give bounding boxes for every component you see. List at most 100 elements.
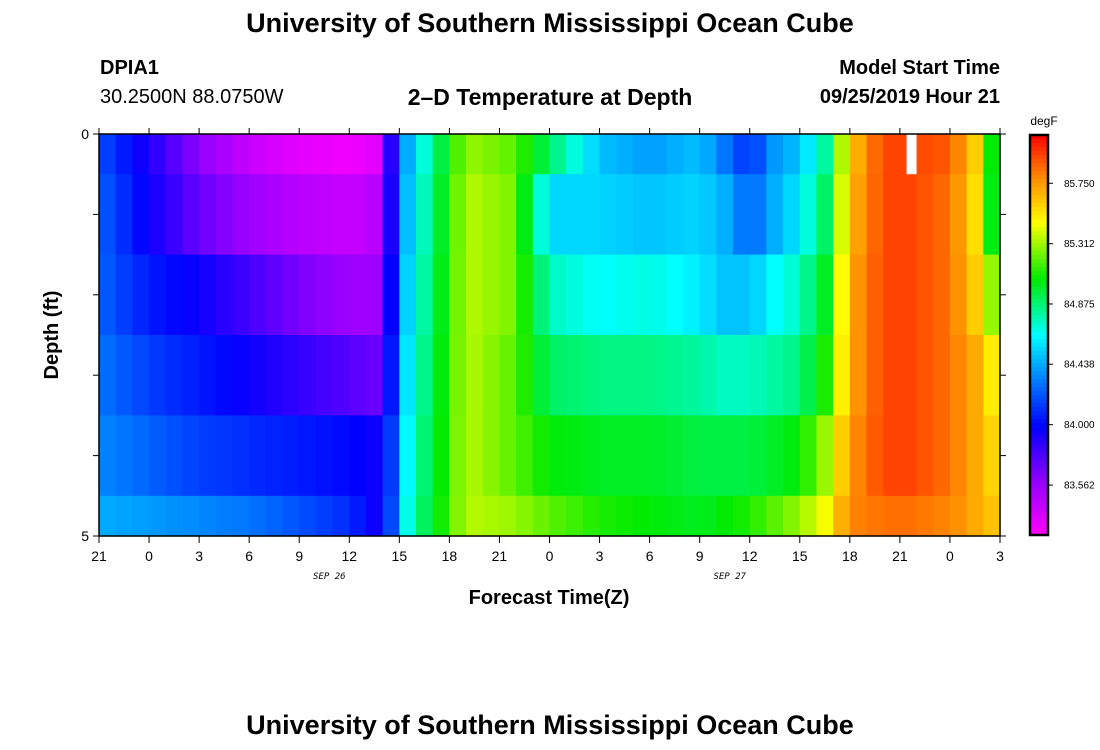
heatmap-cell	[899, 415, 918, 497]
heatmap-cell	[299, 134, 317, 175]
heatmap-cell	[232, 254, 250, 336]
heatmap-cell	[466, 495, 484, 537]
heatmap-cell	[599, 335, 617, 416]
colorbar-label: 85.312	[1064, 239, 1095, 250]
heatmap-cell	[449, 335, 467, 416]
heatmap-cell	[582, 254, 601, 336]
heatmap-cell	[916, 335, 934, 416]
heatmap-cell	[883, 174, 901, 256]
heatmap-cell	[699, 134, 717, 175]
heatmap-cell	[215, 254, 234, 336]
heatmap-cell	[783, 134, 801, 175]
heatmap-cell	[215, 174, 234, 256]
heatmap-cell	[532, 415, 551, 497]
heatmap-cell	[382, 495, 400, 537]
heatmap-cell	[99, 495, 117, 537]
heatmap-cell	[466, 254, 484, 336]
heatmap-cell	[949, 335, 968, 416]
heatmap-cell	[699, 495, 717, 537]
heatmap-cell	[666, 134, 684, 175]
colorbar-segment	[1030, 199, 1048, 204]
heatmap-cell	[849, 174, 868, 256]
heatmap-cell	[549, 415, 567, 497]
colorbar-segment	[1030, 391, 1048, 396]
heatmap-cell	[716, 495, 734, 537]
heatmap-cell	[582, 495, 601, 537]
heatmap-cell	[649, 335, 667, 416]
heatmap-cell	[649, 415, 667, 497]
heatmap-cell	[332, 415, 350, 497]
colorbar-segment	[1030, 387, 1048, 392]
colorbar-segment	[1030, 367, 1048, 372]
heatmap-cell	[549, 134, 567, 175]
heatmap-cell	[149, 254, 167, 336]
heatmap-cell	[766, 495, 784, 537]
heatmap-cell	[416, 174, 434, 256]
heatmap-cell	[249, 495, 267, 537]
station-coords: 30.2500N 88.0750W	[100, 86, 284, 108]
heatmap-cell	[215, 134, 234, 175]
heatmap-cell	[899, 254, 918, 336]
colorbar-segment	[1030, 415, 1048, 420]
heatmap-cell	[416, 134, 434, 175]
heatmap-cell	[566, 134, 584, 175]
heatmap-cell	[666, 495, 684, 537]
colorbar-segment	[1030, 235, 1048, 240]
heatmap-cell	[149, 335, 167, 416]
heatmap-cell	[716, 335, 734, 416]
colorbar-segment	[1030, 463, 1048, 468]
colorbar-segment	[1030, 243, 1048, 248]
heatmap-cell	[99, 254, 117, 336]
heatmap-cell	[199, 335, 217, 416]
colorbar-segment	[1030, 375, 1048, 380]
heatmap-cell	[449, 415, 467, 497]
heatmap-cell	[232, 335, 250, 416]
colorbar-segment	[1030, 211, 1048, 216]
colorbar-segment	[1030, 267, 1048, 272]
heatmap-cell	[833, 415, 851, 497]
heatmap-cell	[582, 415, 601, 497]
colorbar-segment	[1030, 383, 1048, 388]
colorbar-segment	[1030, 135, 1048, 140]
heatmap-cell	[749, 134, 768, 175]
heatmap-cell	[215, 335, 234, 416]
model-start-label: Model Start Time	[839, 57, 1000, 79]
heatmap-cell	[766, 415, 784, 497]
y-axis-label: Depth (ft)	[41, 291, 63, 380]
heatmap-cell	[749, 335, 768, 416]
heatmap-cell	[132, 134, 150, 175]
heatmap-cell	[115, 415, 133, 497]
heatmap-cell	[482, 134, 501, 175]
x-tick-label: 12	[742, 548, 758, 564]
heatmap-cell	[783, 335, 801, 416]
colorbar-segment	[1030, 287, 1048, 292]
heatmap-cell	[949, 174, 968, 256]
heatmap-cell	[149, 174, 167, 256]
heatmap-cell	[532, 134, 551, 175]
heatmap-cell	[833, 495, 851, 537]
heatmap-cell	[632, 134, 651, 175]
heatmap-cell	[866, 254, 884, 336]
missing-data-cell	[906, 134, 917, 175]
colorbar-segment	[1030, 271, 1048, 276]
colorbar-segment	[1030, 519, 1048, 524]
heatmap-cell	[182, 335, 200, 416]
heatmap-cell	[399, 174, 417, 256]
heatmap-cell	[849, 254, 868, 336]
heatmap-cell	[249, 254, 267, 336]
heatmap-cell	[499, 254, 517, 336]
colorbar-segment	[1030, 187, 1048, 192]
heatmap-cell	[249, 335, 267, 416]
x-tick-label: 21	[492, 548, 508, 564]
heatmap-cell	[432, 134, 450, 175]
heatmap-cell	[599, 134, 617, 175]
heatmap-cell	[582, 174, 601, 256]
heatmap-cell	[432, 335, 450, 416]
page-title: University of Southern Mississippi Ocean…	[246, 8, 854, 38]
heatmap-cell	[232, 495, 250, 537]
heatmap-cell	[215, 495, 234, 537]
colorbar-segment	[1030, 255, 1048, 260]
x-tick-label: 12	[341, 548, 357, 564]
x-tick-label: 3	[596, 548, 604, 564]
heatmap-cell	[916, 174, 934, 256]
